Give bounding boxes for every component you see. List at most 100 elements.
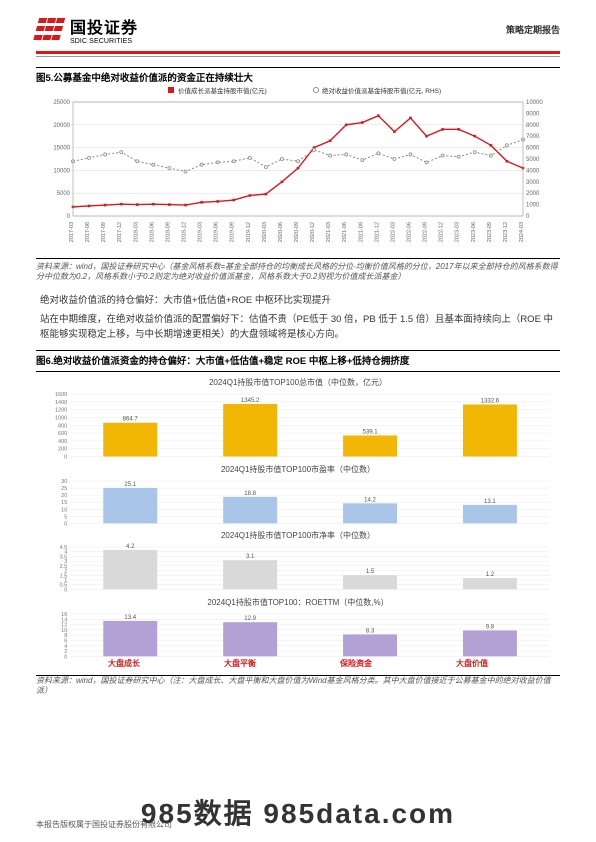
svg-text:1332.6: 1332.6 — [481, 399, 500, 405]
svg-text:2020-03: 2020-03 — [262, 222, 268, 242]
svg-text:15: 15 — [61, 500, 67, 506]
svg-text:30: 30 — [61, 479, 67, 485]
svg-text:12.9: 12.9 — [244, 616, 256, 622]
svg-text:20: 20 — [61, 493, 67, 499]
svg-text:2022-12: 2022-12 — [439, 222, 445, 242]
svg-text:4.5: 4.5 — [60, 545, 68, 551]
svg-text:400: 400 — [58, 439, 67, 445]
svg-text:3000: 3000 — [526, 180, 540, 186]
svg-text:7000: 7000 — [526, 134, 540, 140]
svg-text:13.4: 13.4 — [124, 615, 136, 621]
svg-text:2023-03: 2023-03 — [455, 222, 461, 242]
svg-text:1.5: 1.5 — [366, 569, 375, 575]
svg-text:2019-06: 2019-06 — [214, 222, 220, 242]
svg-text:864.7: 864.7 — [123, 417, 139, 423]
fig6-title: 图6.绝对收益价值派资金的持仓偏好：大市值+低估值+稳定 ROE 中枢上移+低持… — [36, 350, 560, 367]
svg-text:2023-09: 2023-09 — [487, 222, 493, 242]
svg-text:10: 10 — [61, 628, 67, 634]
svg-text:2020-09: 2020-09 — [294, 222, 300, 242]
svg-text:18.8: 18.8 — [244, 491, 256, 497]
svg-text:1400: 1400 — [55, 400, 67, 406]
svg-text:13.1: 13.1 — [484, 499, 496, 505]
svg-text:2019-12: 2019-12 — [246, 222, 252, 242]
fig6-source: 资料来源：wind，国投证券研究中心（注：大盘成长、大盘平衡和大盘价值为Wind… — [36, 676, 560, 697]
footer: 本报告版权属于国投证券股份有限公司 — [36, 819, 172, 830]
thin-divider — [36, 56, 560, 57]
svg-text:绝对收益价值派基金持股市值(亿元, RHS): 绝对收益价值派基金持股市值(亿元, RHS) — [322, 86, 441, 95]
logo-en: SDIC SECURITIES — [70, 38, 138, 45]
svg-text:0: 0 — [64, 455, 67, 461]
svg-text:2018-12: 2018-12 — [182, 222, 188, 242]
svg-text:3.1: 3.1 — [246, 554, 255, 560]
svg-text:800: 800 — [58, 424, 67, 430]
svg-text:8: 8 — [64, 633, 67, 639]
svg-text:2000: 2000 — [526, 191, 540, 197]
svg-text:2017-09: 2017-09 — [101, 222, 107, 242]
svg-text:2021-06: 2021-06 — [342, 222, 348, 242]
fig5-chart: 0500010000150002000025000010002000300040… — [36, 84, 560, 259]
svg-text:1600: 1600 — [55, 392, 67, 398]
svg-text:1000: 1000 — [55, 416, 67, 422]
svg-text:25: 25 — [61, 486, 67, 492]
fig5-source: 资料来源：wind，国投证券研究中心（基金风格系数=基金全部持仓的均衡成长风格的… — [36, 262, 560, 283]
svg-text:12: 12 — [61, 622, 67, 628]
svg-text:0: 0 — [64, 521, 67, 527]
svg-text:2020-12: 2020-12 — [310, 222, 316, 242]
svg-text:2017-12: 2017-12 — [117, 222, 123, 242]
svg-text:2021-09: 2021-09 — [358, 222, 364, 242]
svg-text:2022-06: 2022-06 — [407, 222, 413, 242]
svg-text:1200: 1200 — [55, 408, 67, 414]
page-header: 国投证券 SDIC SECURITIES 策略定期报告 — [0, 0, 596, 51]
svg-text:14.2: 14.2 — [364, 497, 376, 503]
svg-text:2018-06: 2018-06 — [149, 222, 155, 242]
doc-type: 策略定期报告 — [506, 23, 560, 36]
red-divider — [36, 51, 560, 54]
svg-text:5000: 5000 — [526, 157, 540, 163]
svg-text:2019-09: 2019-09 — [230, 222, 236, 242]
svg-text:2021-03: 2021-03 — [326, 222, 332, 242]
svg-text:10: 10 — [61, 507, 67, 513]
svg-text:1.2: 1.2 — [486, 572, 495, 578]
svg-text:0: 0 — [526, 214, 530, 220]
svg-text:0: 0 — [67, 214, 71, 220]
svg-text:200: 200 — [58, 447, 67, 453]
svg-text:0: 0 — [64, 654, 67, 660]
svg-text:10000: 10000 — [53, 168, 70, 174]
svg-text:2021-12: 2021-12 — [374, 222, 380, 242]
svg-text:1000: 1000 — [526, 203, 540, 209]
paragraph-2: 站在中期维度，在绝对收益价值派的配置偏好下：估值不贵（PE低于 30 倍，PB … — [40, 312, 556, 342]
svg-text:16: 16 — [61, 612, 67, 618]
svg-text:5: 5 — [64, 514, 67, 520]
svg-text:539.1: 539.1 — [362, 430, 378, 436]
svg-text:2017-03: 2017-03 — [69, 222, 75, 242]
svg-text:2017-06: 2017-06 — [85, 222, 91, 242]
svg-text:8.3: 8.3 — [366, 628, 375, 634]
svg-text:4: 4 — [64, 643, 67, 649]
svg-text:2022-09: 2022-09 — [423, 222, 429, 242]
svg-text:8000: 8000 — [526, 123, 540, 129]
svg-text:2: 2 — [64, 649, 67, 655]
svg-text:2024-03: 2024-03 — [519, 222, 525, 242]
logo-cn: 国投证券 — [70, 14, 138, 38]
svg-text:14: 14 — [61, 617, 67, 623]
svg-text:5000: 5000 — [57, 191, 71, 197]
svg-text:1345.2: 1345.2 — [241, 398, 260, 404]
svg-text:15000: 15000 — [53, 146, 70, 152]
logo-icon — [33, 18, 67, 42]
svg-text:2023-06: 2023-06 — [471, 222, 477, 242]
svg-text:2022-03: 2022-03 — [390, 222, 396, 242]
svg-text:25.1: 25.1 — [124, 482, 136, 488]
svg-text:6: 6 — [64, 638, 67, 644]
svg-text:2018-03: 2018-03 — [133, 222, 139, 242]
logo: 国投证券 SDIC SECURITIES — [36, 14, 138, 45]
svg-text:价值成长派基金持股市值(亿元): 价值成长派基金持股市值(亿元) — [178, 86, 267, 95]
svg-text:4000: 4000 — [526, 168, 540, 174]
svg-text:9.8: 9.8 — [486, 624, 495, 630]
svg-text:2020-06: 2020-06 — [278, 222, 284, 242]
svg-text:4.2: 4.2 — [126, 544, 135, 550]
svg-text:600: 600 — [58, 431, 67, 437]
fig5-title: 图5.公募基金中绝对收益价值派的资金正在持续壮大 — [36, 67, 560, 84]
svg-text:20000: 20000 — [53, 123, 70, 129]
svg-text:2018-09: 2018-09 — [165, 222, 171, 242]
fig6-chart: 2024Q1持股市值TOP100总市值（中位数，亿元）0200400600800… — [36, 371, 560, 676]
